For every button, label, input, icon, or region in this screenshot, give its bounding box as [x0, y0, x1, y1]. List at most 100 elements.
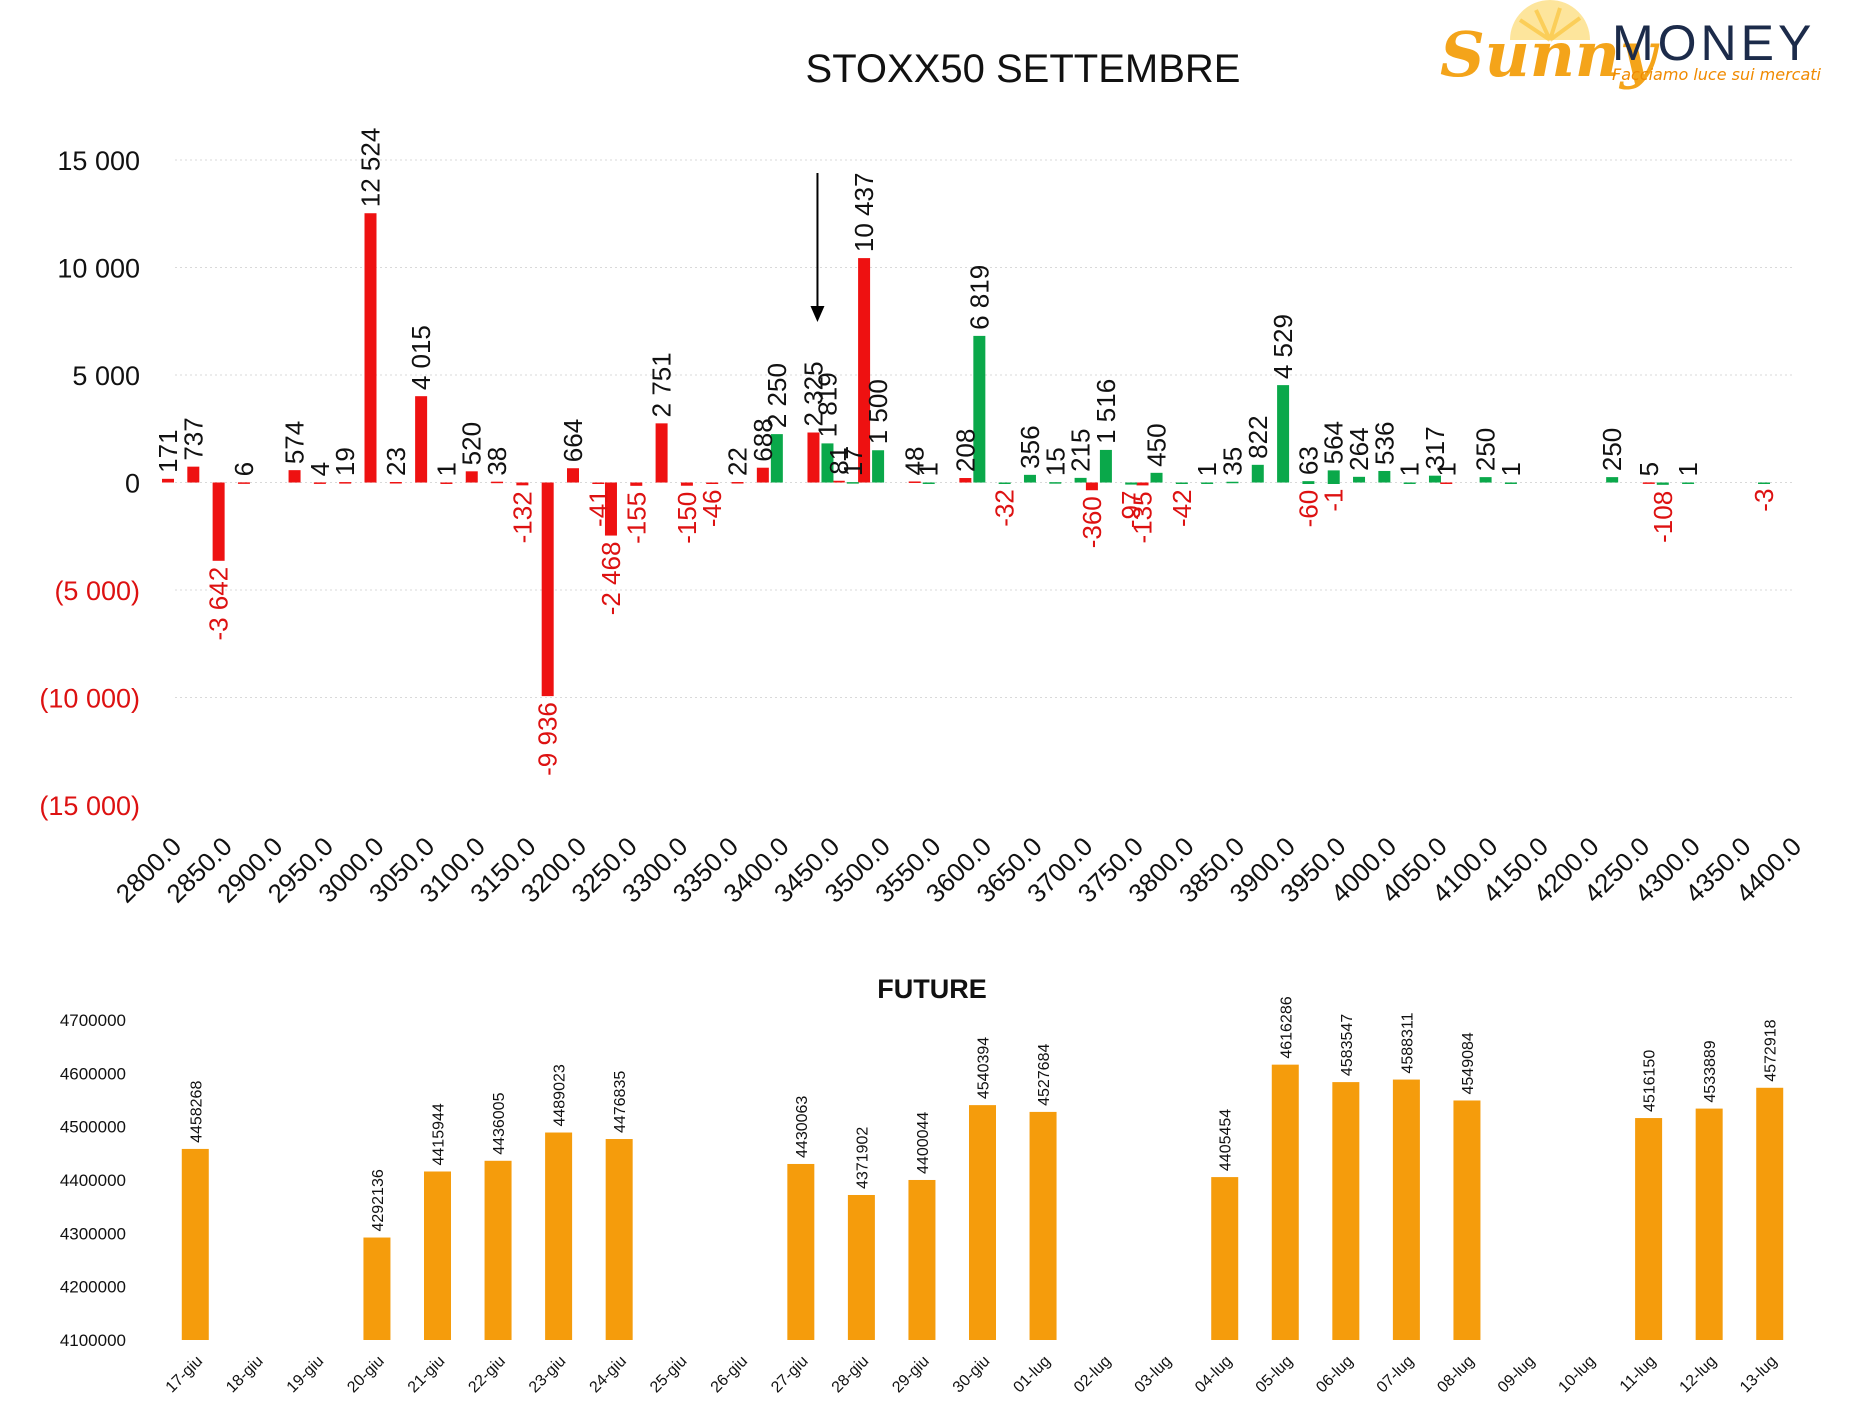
- future-data-label: 4476835: [612, 1071, 629, 1133]
- future-data-label: 4400044: [915, 1112, 932, 1174]
- future-data-label: 4458268: [188, 1081, 205, 1143]
- main-data-label: -1: [1319, 489, 1349, 512]
- future-bar: [545, 1132, 573, 1340]
- main-data-label: -132: [507, 491, 537, 543]
- main-data-label: -108: [1648, 491, 1678, 543]
- future-bar: [181, 1148, 209, 1340]
- main-data-label: 737: [178, 417, 208, 460]
- main-data-label: -3: [1749, 489, 1779, 512]
- main-data-label: 264: [1344, 427, 1374, 470]
- future-x-tick-label: 03-lug: [1132, 1353, 1175, 1396]
- main-data-label: 317: [1420, 426, 1450, 469]
- main-bar: [1327, 482, 1340, 484]
- future-x-tick-label: 24-giu: [587, 1353, 630, 1396]
- future-data-label: 4527684: [1036, 1044, 1053, 1106]
- main-data-label: 1: [1673, 462, 1703, 476]
- future-bar: [847, 1194, 875, 1340]
- main-data-label: -42: [1167, 489, 1197, 527]
- main-bar: [1353, 476, 1366, 483]
- main-bar: [1682, 482, 1695, 484]
- future-data-label: 4583547: [1339, 1014, 1356, 1076]
- future-y-tick-label: 4500000: [60, 1118, 126, 1137]
- main-bar: [1428, 475, 1441, 483]
- main-bar: [1440, 482, 1453, 484]
- future-data-label: 4292136: [370, 1169, 387, 1231]
- main-bar: [1403, 482, 1416, 484]
- main-data-label: 1 516: [1091, 379, 1121, 444]
- main-data-label: 520: [457, 422, 487, 465]
- main-data-label: 450: [1142, 423, 1172, 466]
- main-data-label: 1 819: [812, 372, 842, 437]
- main-data-label: -135: [1128, 491, 1158, 543]
- main-bar: [604, 482, 617, 536]
- future-data-label: 4588311: [1399, 1012, 1416, 1073]
- future-y-tick-label: 4300000: [60, 1224, 126, 1243]
- main-data-label: 12 524: [356, 128, 386, 208]
- future-x-tick-label: 08-lug: [1434, 1353, 1477, 1396]
- future-data-label: 4516150: [1642, 1050, 1659, 1112]
- future-x-tick-label: 10-lug: [1555, 1353, 1598, 1396]
- main-data-label: 1: [1192, 462, 1222, 476]
- main-data-label: 19: [330, 447, 360, 476]
- future-y-tick-label: 4400000: [60, 1171, 126, 1190]
- future-x-tick-label: 11-lug: [1617, 1353, 1660, 1396]
- main-bar: [1302, 482, 1315, 484]
- main-y-tick-label: (10 000): [39, 684, 140, 714]
- sunny-money-logo: Sunny MONEY Facciamo luce sui mercati: [1440, 0, 1822, 91]
- main-bar: [1201, 482, 1214, 484]
- main-bar: [846, 482, 859, 484]
- main-bar: [706, 482, 719, 484]
- future-bar: [787, 1163, 815, 1340]
- main-data-label: 822: [1243, 415, 1273, 458]
- main-data-label: -97: [1116, 491, 1146, 529]
- future-bar: [605, 1139, 633, 1340]
- future-bar: [1695, 1108, 1723, 1340]
- main-bar: [288, 470, 301, 483]
- main-data-label: 2 325: [798, 361, 828, 426]
- future-x-tick-label: 02-lug: [1071, 1353, 1114, 1396]
- main-data-label: 6 819: [964, 265, 994, 330]
- main-data-label: 215: [1066, 428, 1096, 471]
- main-data-label: 171: [153, 429, 183, 472]
- main-bar: [187, 466, 200, 483]
- future-x-tick-label: 25-giu: [647, 1353, 690, 1396]
- main-data-label: 2 250: [762, 363, 792, 428]
- main-data-label: 15: [1040, 447, 1070, 476]
- future-bar: [969, 1105, 996, 1340]
- main-bar: [313, 482, 326, 484]
- main-data-label: 5: [1634, 462, 1664, 476]
- future-bar: [1635, 1118, 1663, 1340]
- main-chart-title: STOXX50 SETTEMBRE: [806, 47, 1241, 91]
- main-bar: [1099, 449, 1112, 483]
- main-bar: [959, 478, 972, 483]
- main-bar: [1606, 477, 1619, 483]
- main-bar: [1023, 474, 1036, 483]
- future-x-tick-label: 21-giu: [405, 1353, 448, 1396]
- main-bar: [998, 482, 1011, 484]
- future-x-tick-label: 06-lug: [1313, 1353, 1356, 1396]
- future-bar: [1453, 1100, 1481, 1340]
- main-bar: [1175, 482, 1188, 484]
- main-bar: [592, 482, 605, 484]
- future-data-label: 4415944: [431, 1103, 448, 1165]
- main-bar: [832, 480, 845, 483]
- main-data-label: -46: [697, 489, 727, 527]
- logo-tagline: Facciamo luce sui mercati: [1612, 65, 1822, 84]
- main-data-label: 38: [482, 447, 512, 476]
- main-chart-bars: [162, 213, 1771, 697]
- future-x-tick-label: 28-giu: [829, 1353, 872, 1396]
- main-data-label: 250: [1471, 428, 1501, 471]
- main-bar: [339, 482, 352, 484]
- future-x-tick-label: 20-giu: [344, 1353, 387, 1396]
- future-bar: [1332, 1082, 1360, 1340]
- future-y-tick-label: 4100000: [60, 1331, 126, 1350]
- future-x-tick-label: 19-giu: [284, 1353, 327, 1396]
- main-bar: [1378, 470, 1391, 483]
- future-y-tick-label: 4600000: [60, 1064, 126, 1083]
- main-data-label: 81: [824, 446, 854, 475]
- future-x-tick-label: 05-lug: [1253, 1353, 1296, 1396]
- main-data-label: 1: [914, 462, 944, 476]
- main-bar: [1758, 482, 1771, 484]
- main-data-label: 356: [1015, 425, 1045, 468]
